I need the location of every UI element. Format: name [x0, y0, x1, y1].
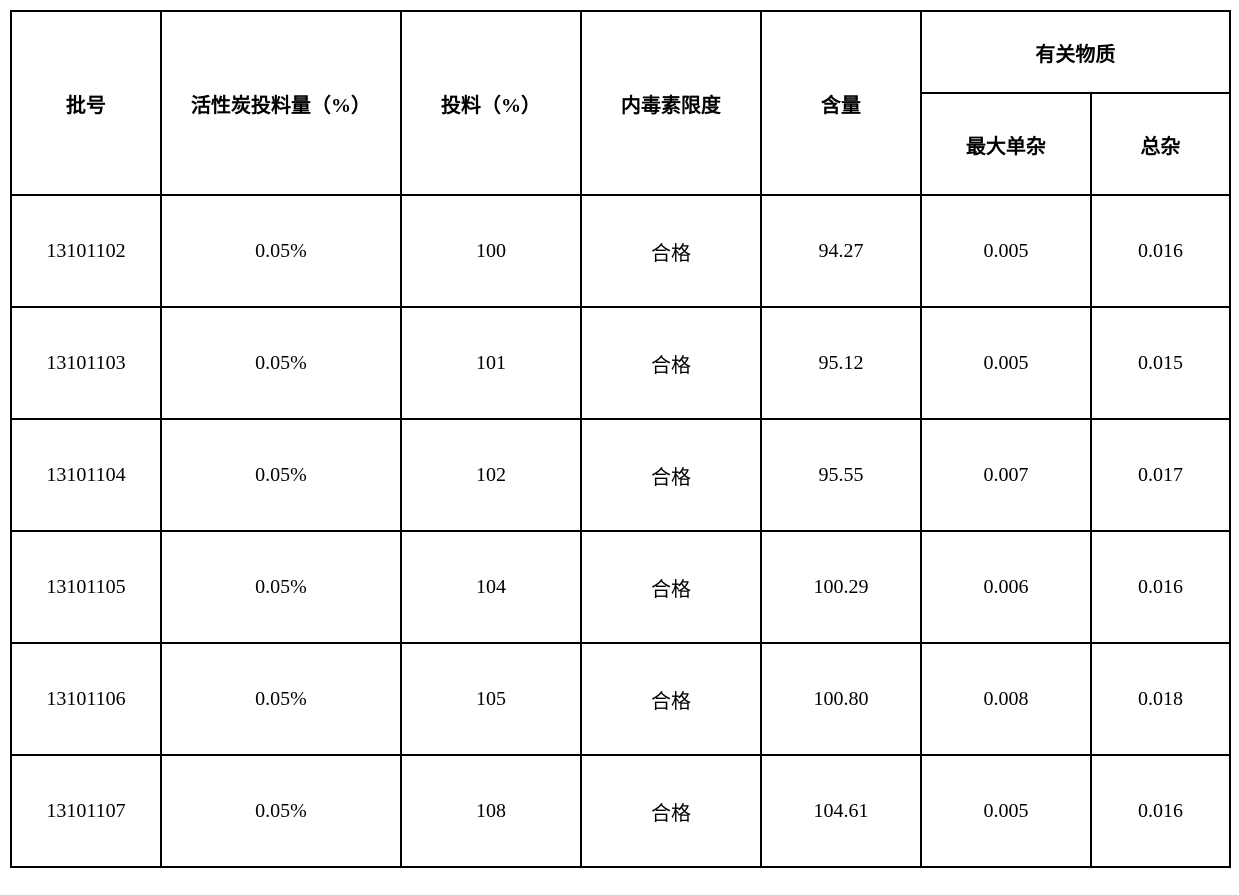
col-header-max-single-impurity: 最大单杂: [921, 93, 1091, 195]
cell-content: 95.12: [761, 307, 921, 419]
cell-content: 104.61: [761, 755, 921, 867]
data-table: 批号 活性炭投料量（%） 投料（%） 内毒素限度 含量 有关物质 最大单杂 总杂…: [10, 10, 1231, 868]
cell-carbon-dose: 0.05%: [161, 755, 401, 867]
cell-total-impurity: 0.016: [1091, 195, 1230, 307]
cell-total-impurity: 0.016: [1091, 755, 1230, 867]
cell-content: 95.55: [761, 419, 921, 531]
table-row: 13101105 0.05% 104 合格 100.29 0.006 0.016: [11, 531, 1230, 643]
cell-carbon-dose: 0.05%: [161, 195, 401, 307]
cell-batch-no: 13101107: [11, 755, 161, 867]
cell-dose: 108: [401, 755, 581, 867]
table-body: 13101102 0.05% 100 合格 94.27 0.005 0.016 …: [11, 195, 1230, 867]
cell-batch-no: 13101106: [11, 643, 161, 755]
cell-dose: 105: [401, 643, 581, 755]
cell-max-single-impurity: 0.006: [921, 531, 1091, 643]
cell-batch-no: 13101103: [11, 307, 161, 419]
cell-max-single-impurity: 0.005: [921, 195, 1091, 307]
cell-total-impurity: 0.016: [1091, 531, 1230, 643]
table-row: 13101104 0.05% 102 合格 95.55 0.007 0.017: [11, 419, 1230, 531]
table-row: 13101103 0.05% 101 合格 95.12 0.005 0.015: [11, 307, 1230, 419]
col-header-dose: 投料（%）: [401, 11, 581, 195]
cell-content: 100.29: [761, 531, 921, 643]
cell-dose: 104: [401, 531, 581, 643]
col-header-carbon-dose: 活性炭投料量（%）: [161, 11, 401, 195]
cell-batch-no: 13101102: [11, 195, 161, 307]
table-row: 13101107 0.05% 108 合格 104.61 0.005 0.016: [11, 755, 1230, 867]
cell-max-single-impurity: 0.007: [921, 419, 1091, 531]
cell-total-impurity: 0.017: [1091, 419, 1230, 531]
col-header-total-impurity: 总杂: [1091, 93, 1230, 195]
cell-max-single-impurity: 0.005: [921, 307, 1091, 419]
cell-carbon-dose: 0.05%: [161, 643, 401, 755]
table-row: 13101102 0.05% 100 合格 94.27 0.005 0.016: [11, 195, 1230, 307]
cell-total-impurity: 0.018: [1091, 643, 1230, 755]
cell-dose: 102: [401, 419, 581, 531]
cell-carbon-dose: 0.05%: [161, 419, 401, 531]
col-header-content: 含量: [761, 11, 921, 195]
cell-endotoxin: 合格: [581, 195, 761, 307]
cell-dose: 100: [401, 195, 581, 307]
cell-max-single-impurity: 0.008: [921, 643, 1091, 755]
cell-endotoxin: 合格: [581, 419, 761, 531]
cell-dose: 101: [401, 307, 581, 419]
cell-content: 100.80: [761, 643, 921, 755]
col-header-batch-no: 批号: [11, 11, 161, 195]
table-row: 13101106 0.05% 105 合格 100.80 0.008 0.018: [11, 643, 1230, 755]
cell-batch-no: 13101105: [11, 531, 161, 643]
cell-total-impurity: 0.015: [1091, 307, 1230, 419]
cell-carbon-dose: 0.05%: [161, 531, 401, 643]
cell-endotoxin: 合格: [581, 307, 761, 419]
col-header-related-substances: 有关物质: [921, 11, 1230, 93]
cell-content: 94.27: [761, 195, 921, 307]
col-header-endotoxin: 内毒素限度: [581, 11, 761, 195]
cell-batch-no: 13101104: [11, 419, 161, 531]
cell-endotoxin: 合格: [581, 755, 761, 867]
cell-endotoxin: 合格: [581, 643, 761, 755]
cell-endotoxin: 合格: [581, 531, 761, 643]
cell-max-single-impurity: 0.005: [921, 755, 1091, 867]
cell-carbon-dose: 0.05%: [161, 307, 401, 419]
